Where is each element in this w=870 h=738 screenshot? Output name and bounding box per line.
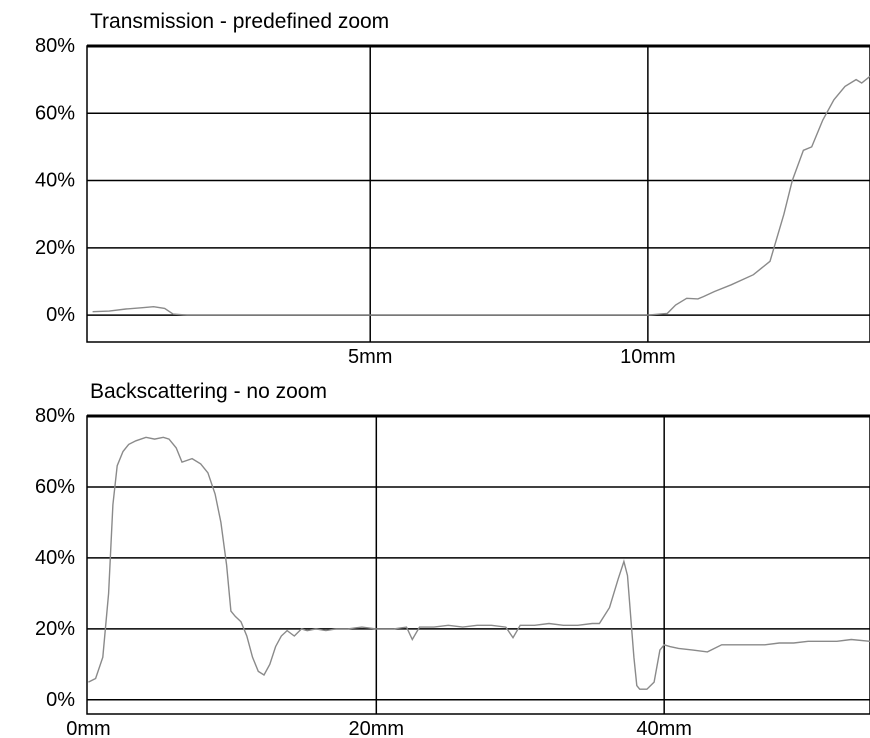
y-tick-label: 40% [35, 547, 75, 569]
y-tick-label: 60% [35, 102, 75, 124]
y-tick-label: 20% [35, 618, 75, 640]
chart-title: Backscattering - no zoom [90, 380, 327, 403]
backscattering-chart: Backscattering - no zoom 0%20%40%60%80%0… [35, 380, 870, 738]
x-tick-label: 40mm [636, 718, 692, 738]
y-tick-label: 0% [46, 689, 75, 711]
x-tick-label: 5mm [348, 346, 392, 368]
plot-frame [86, 415, 870, 715]
plot-area [88, 436, 870, 690]
x-tick-label: 20mm [349, 718, 405, 738]
grid [86, 44, 870, 343]
y-tick-label: 60% [35, 476, 75, 498]
tick-labels: 0% 20% 40% 60% 80% 5mm 10mm [35, 35, 676, 368]
x-tick-label: 0mm [66, 718, 110, 738]
y-tick-label: 20% [35, 237, 75, 259]
y-tick-label: 0% [46, 304, 75, 326]
plot-area [92, 75, 870, 316]
y-tick-label: 40% [35, 170, 75, 192]
series-line [92, 75, 870, 316]
y-tick-label: 80% [35, 405, 75, 427]
chart-title: Transmission - predefined zoom [90, 10, 389, 33]
series-line [88, 436, 870, 690]
plot-frame [86, 45, 870, 343]
y-tick-label: 80% [35, 35, 75, 57]
grid [86, 414, 870, 715]
tick-labels: 0% 20% 40% 60% 80% 0mm 20mm 40mm [35, 405, 692, 738]
transmission-chart: Transmission - predefined zoom 0% 20% 40% 6… [35, 10, 870, 368]
x-tick-label: 10mm [620, 346, 676, 368]
